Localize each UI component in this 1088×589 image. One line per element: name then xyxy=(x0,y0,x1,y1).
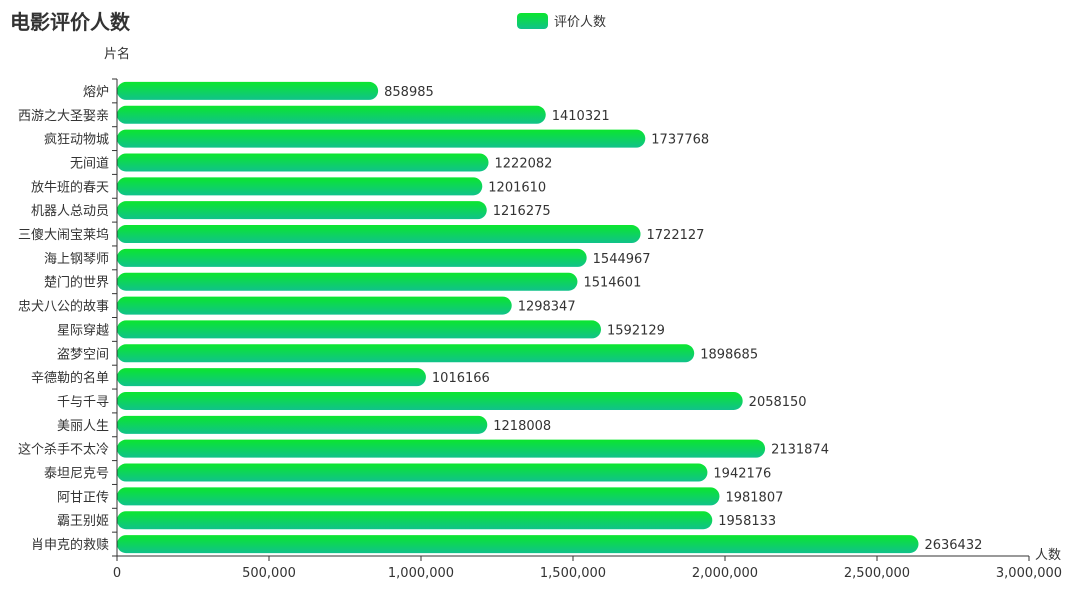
bar[interactable] xyxy=(117,535,919,554)
bar[interactable] xyxy=(117,368,426,387)
bar[interactable] xyxy=(117,296,512,315)
x-tick-label: 500,000 xyxy=(242,566,296,581)
category-label: 盗梦空间 xyxy=(57,346,109,362)
category-label: 海上钢琴师 xyxy=(44,252,109,267)
x-tick-label: 2,000,000 xyxy=(692,566,758,581)
bar-value-label: 1958133 xyxy=(718,514,776,529)
category-label: 这个杀手不太冷 xyxy=(18,442,109,458)
bar[interactable] xyxy=(117,201,487,220)
legend-swatch xyxy=(517,12,548,29)
category-label: 放牛班的春天 xyxy=(31,179,109,195)
category-label: 泰坦尼克号 xyxy=(44,467,109,482)
category-label: 无间道 xyxy=(70,156,109,171)
category-label: 美丽人生 xyxy=(57,419,109,434)
bars-layer: 858985 1410321 1737768 1222082 1201610 121627… xyxy=(117,81,982,554)
category-label: 疯狂动物城 xyxy=(44,132,109,148)
category-label: 霸王别姬 xyxy=(57,514,109,529)
category-label: 千与千寻 xyxy=(57,395,109,410)
bar-value-label: 1544967 xyxy=(593,252,651,267)
bar-value-label: 858985 xyxy=(384,85,434,100)
chart-title: 电影评价人数 xyxy=(10,10,130,34)
category-label: 肖申克的救赎 xyxy=(31,537,109,553)
bar[interactable] xyxy=(117,177,483,196)
bar-value-label: 2636432 xyxy=(924,538,982,553)
bar[interactable] xyxy=(117,487,720,506)
bar-value-label: 1722127 xyxy=(647,228,705,243)
bar-value-label: 1201610 xyxy=(488,180,546,195)
bar-value-label: 1514601 xyxy=(583,276,641,291)
x-tick-label: 1,000,000 xyxy=(388,566,454,581)
x-axis-name: 人数 xyxy=(1035,548,1061,563)
bar[interactable] xyxy=(117,344,695,363)
category-label: 楚门的世界 xyxy=(44,275,109,291)
bar-value-label: 1016166 xyxy=(432,371,490,386)
bar-value-label: 1218008 xyxy=(493,419,551,434)
bar[interactable] xyxy=(117,391,743,410)
category-label: 机器人总动员 xyxy=(31,204,109,219)
bar[interactable] xyxy=(117,153,489,172)
category-label: 三傻大闹宝莱坞 xyxy=(18,227,109,243)
bar-value-label: 1942176 xyxy=(713,467,771,482)
category-label: 辛德勒的名单 xyxy=(31,370,109,386)
axes-layer: 熔炉西游之大圣娶亲疯狂动物城无间道放牛班的春天机器人总动员三傻大闹宝莱坞海上钢琴… xyxy=(18,46,1062,581)
bar[interactable] xyxy=(117,81,379,100)
bar[interactable] xyxy=(117,225,641,244)
x-tick-label: 3,000,000 xyxy=(996,566,1062,581)
bar[interactable] xyxy=(117,320,602,339)
bar[interactable] xyxy=(117,105,546,124)
bar-value-label: 1410321 xyxy=(552,109,610,124)
bar[interactable] xyxy=(117,129,646,148)
bar-value-label: 1737768 xyxy=(651,133,709,148)
category-label: 西游之大圣娶亲 xyxy=(18,109,109,124)
x-tick-label: 1,500,000 xyxy=(540,566,606,581)
bar[interactable] xyxy=(117,272,578,291)
bar-value-label: 1592129 xyxy=(607,323,665,338)
category-label: 阿甘正传 xyxy=(57,490,109,505)
bar-value-label: 1298347 xyxy=(518,300,576,315)
bar[interactable] xyxy=(117,415,488,434)
bar[interactable] xyxy=(117,248,587,267)
bar[interactable] xyxy=(117,439,766,458)
bar-value-label: 1216275 xyxy=(493,204,551,219)
bar[interactable] xyxy=(117,511,713,530)
bar-value-label: 2058150 xyxy=(749,395,807,410)
y-axis-name: 片名 xyxy=(104,46,130,62)
bar-value-label: 2131874 xyxy=(771,443,829,458)
category-label: 忠犬八公的故事 xyxy=(18,299,109,315)
bar-value-label: 1222082 xyxy=(495,156,553,171)
bar-value-label: 1898685 xyxy=(700,347,758,362)
category-label: 星际穿越 xyxy=(57,322,109,338)
x-tick-label: 0 xyxy=(113,566,121,581)
category-label: 熔炉 xyxy=(83,85,109,100)
bar[interactable] xyxy=(117,463,708,482)
bar-value-label: 1981807 xyxy=(725,490,783,505)
legend[interactable]: 评价人数 xyxy=(517,11,606,30)
legend-label: 评价人数 xyxy=(554,15,607,30)
x-tick-label: 2,500,000 xyxy=(844,566,910,581)
